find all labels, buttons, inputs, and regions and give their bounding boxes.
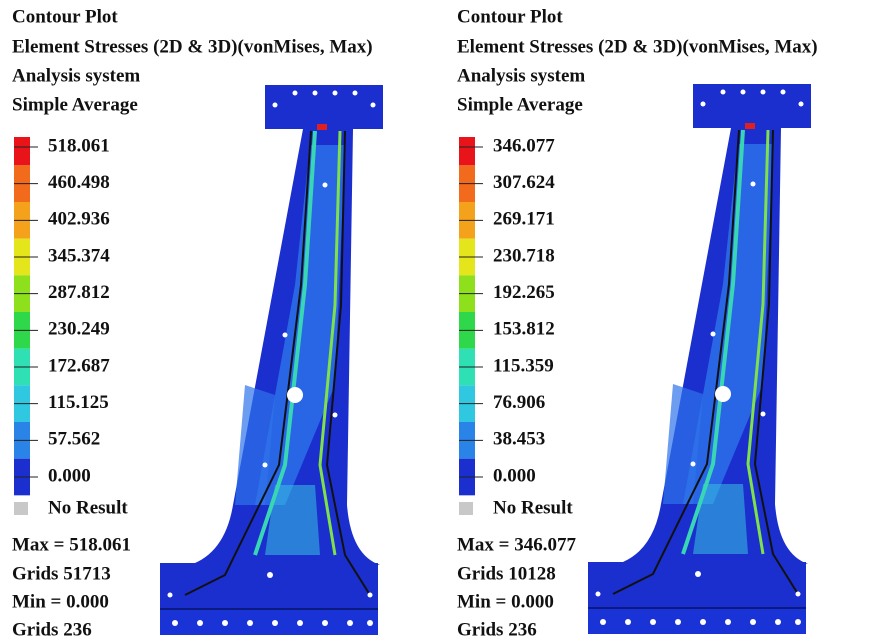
legend-label: 115.125	[48, 392, 109, 413]
legend-label: 287.812	[48, 282, 110, 303]
footer-line: Min = 0.000	[12, 591, 109, 612]
footer-line: Max = 518.061	[12, 534, 131, 555]
legend-label: 518.061	[48, 135, 110, 156]
title-line: Simple Average	[457, 94, 583, 115]
legend-label: 38.453	[493, 429, 545, 450]
legend-label: 0.000	[493, 465, 536, 486]
legend-label: 269.171	[493, 209, 555, 230]
footer-line: Grids 10128	[457, 563, 556, 584]
no-result-swatch	[14, 502, 28, 515]
footer-line: Grids 51713	[12, 563, 111, 584]
figure: Contour Plot Element Stresses (2D & 3D)(v…	[0, 0, 871, 641]
footer-line: Grids 236	[457, 619, 537, 640]
legend-label: 346.077	[493, 135, 555, 156]
legend-label: 115.359	[493, 355, 554, 376]
stress-model	[588, 84, 811, 634]
title-line: Simple Average	[12, 94, 138, 115]
title-line: Element Stresses (2D & 3D)(vonMises, Max…	[457, 36, 818, 57]
legend-label: 307.624	[493, 172, 555, 193]
title-line: Contour Plot	[457, 6, 563, 27]
legend-label: 230.718	[493, 245, 555, 266]
legend-label: 153.812	[493, 319, 555, 340]
title-line: Analysis system	[12, 65, 140, 86]
no-result-label: No Result	[48, 497, 128, 518]
legend-label: 460.498	[48, 172, 110, 193]
legend-label: 230.249	[48, 319, 110, 340]
title-line: Analysis system	[457, 65, 585, 86]
legend-label: 76.906	[493, 392, 545, 413]
legend-label: 345.374	[48, 245, 110, 266]
footer-line: Max = 346.077	[457, 534, 577, 555]
title-line: Contour Plot	[12, 6, 118, 27]
colorbar-band	[459, 137, 475, 165]
legend-label: 172.687	[48, 355, 110, 376]
colorbar-band	[14, 137, 30, 165]
legend-label: 57.562	[48, 429, 100, 450]
legend-label: 192.265	[493, 282, 555, 303]
stress-model	[160, 85, 383, 635]
legend-label: 402.936	[48, 209, 110, 230]
footer-line: Grids 236	[12, 619, 92, 640]
legend-label: 0.000	[48, 465, 91, 486]
no-result-label: No Result	[493, 497, 573, 518]
title-line: Element Stresses (2D & 3D)(vonMises, Max…	[12, 36, 373, 57]
footer-line: Min = 0.000	[457, 591, 554, 612]
no-result-swatch	[459, 502, 473, 515]
